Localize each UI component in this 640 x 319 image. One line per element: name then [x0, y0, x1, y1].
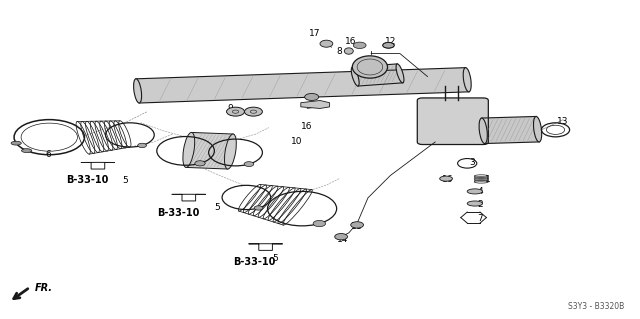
- Ellipse shape: [534, 116, 541, 142]
- Polygon shape: [353, 64, 403, 86]
- Text: 15: 15: [376, 61, 388, 70]
- Ellipse shape: [479, 118, 487, 144]
- Text: B-33-10: B-33-10: [234, 257, 276, 267]
- Ellipse shape: [352, 56, 388, 78]
- Text: 5: 5: [273, 254, 278, 263]
- Text: S3Y3 - B3320B: S3Y3 - B3320B: [568, 302, 624, 311]
- Text: 16: 16: [345, 37, 356, 46]
- Ellipse shape: [383, 42, 394, 48]
- Polygon shape: [301, 100, 330, 108]
- Text: 17: 17: [309, 29, 321, 38]
- Text: 9: 9: [228, 104, 233, 113]
- Circle shape: [244, 107, 262, 116]
- Text: 2: 2: [477, 200, 483, 209]
- Ellipse shape: [305, 93, 319, 100]
- Text: FR.: FR.: [35, 283, 52, 293]
- Ellipse shape: [467, 201, 483, 206]
- Text: 7: 7: [477, 214, 483, 223]
- Circle shape: [353, 42, 366, 48]
- FancyBboxPatch shape: [417, 98, 488, 145]
- Ellipse shape: [396, 64, 404, 83]
- Text: 5: 5: [215, 203, 220, 212]
- Ellipse shape: [463, 68, 471, 92]
- Polygon shape: [172, 194, 206, 201]
- Polygon shape: [248, 244, 283, 250]
- Ellipse shape: [320, 40, 333, 47]
- Text: 12: 12: [385, 37, 396, 46]
- Text: 10: 10: [291, 137, 302, 146]
- Text: 5: 5: [122, 176, 127, 185]
- Circle shape: [227, 107, 244, 116]
- Circle shape: [313, 220, 326, 226]
- Circle shape: [254, 206, 263, 210]
- Text: 14: 14: [337, 235, 348, 244]
- Ellipse shape: [134, 79, 141, 103]
- Circle shape: [244, 162, 254, 167]
- Ellipse shape: [344, 48, 353, 54]
- Circle shape: [335, 234, 348, 240]
- Polygon shape: [136, 68, 469, 103]
- Circle shape: [138, 143, 147, 148]
- Text: 16: 16: [301, 122, 313, 130]
- Text: 13: 13: [557, 117, 569, 126]
- Circle shape: [351, 222, 364, 228]
- Text: 8: 8: [337, 47, 342, 56]
- Polygon shape: [482, 116, 539, 144]
- Ellipse shape: [22, 149, 32, 152]
- Polygon shape: [186, 132, 233, 169]
- Text: 6: 6: [45, 150, 51, 159]
- Ellipse shape: [440, 176, 452, 181]
- Text: B-33-10: B-33-10: [66, 175, 108, 185]
- Polygon shape: [81, 162, 115, 169]
- Text: 3: 3: [470, 158, 475, 167]
- Text: 16: 16: [442, 175, 454, 184]
- Ellipse shape: [467, 189, 483, 194]
- Text: 4: 4: [477, 187, 483, 196]
- Ellipse shape: [183, 132, 195, 167]
- Ellipse shape: [11, 141, 21, 145]
- Ellipse shape: [225, 134, 236, 169]
- Ellipse shape: [351, 67, 359, 86]
- Text: B-33-10: B-33-10: [157, 208, 199, 218]
- Circle shape: [195, 161, 205, 166]
- Text: 1: 1: [485, 175, 490, 184]
- Text: 11: 11: [351, 222, 363, 231]
